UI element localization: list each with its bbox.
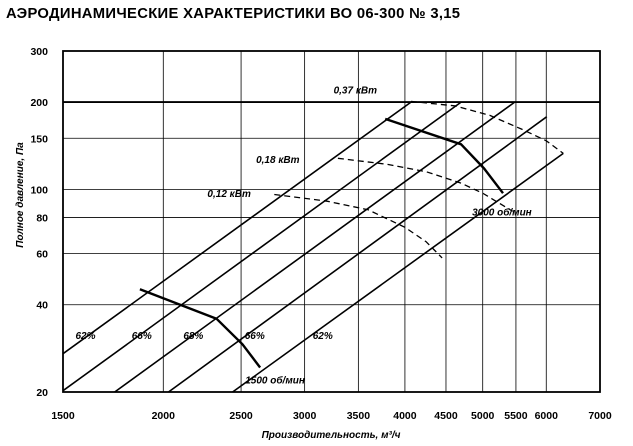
efficiency-label: 66%: [132, 331, 152, 342]
power-label: 0,18 кВт: [256, 155, 300, 166]
x-tick-label: 4500: [434, 410, 458, 422]
y-tick-label: 80: [36, 212, 48, 224]
y-axis-label: Полное давление, Па: [15, 142, 26, 248]
y-tick-label: 200: [30, 97, 48, 109]
efficiency-label: 66%: [245, 331, 265, 342]
y-tick-label: 300: [30, 46, 48, 58]
efficiency-label: 62%: [75, 331, 95, 342]
power-label: 0,37 кВт: [334, 85, 378, 96]
rpm-label: 1500 об/мин: [245, 374, 305, 386]
x-tick-label: 3500: [347, 410, 371, 422]
tick-labels-layer: 1500 2000 2500 3000 3500 4000 4500 5000 5500 6000…: [30, 46, 611, 422]
y-tick-label: 150: [30, 133, 48, 145]
x-tick-label: 3000: [293, 410, 317, 422]
rpm-curves-layer: [139, 117, 504, 369]
x-tick-label: 7000: [588, 410, 612, 422]
x-tick-label: 6000: [535, 410, 559, 422]
system-line: [168, 116, 548, 393]
x-axis-label: Производительность, м³/ч: [262, 430, 401, 441]
system-line: [62, 101, 462, 392]
rpm-label: 3000 об/мин: [472, 206, 532, 218]
rpm-curve: [384, 117, 504, 194]
y-tick-label: 60: [36, 249, 48, 261]
system-line: [62, 101, 412, 355]
rpm-curve: [139, 288, 262, 369]
annotation-layer: 62% 66% 68% 66% 62% 0,37 кВт 0,18 кВт 0,12 кВт 3…: [75, 85, 531, 386]
y-tick-label: 20: [36, 387, 48, 399]
grid-layer: [63, 51, 600, 392]
chart-title: АЭРОДИНАМИЧЕСКИЕ ХАРАКТЕРИСТИКИ ВО 06-30…: [6, 6, 461, 22]
x-tick-label: 5000: [471, 410, 495, 422]
x-tick-label: 2000: [152, 410, 176, 422]
power-curve: [274, 193, 443, 259]
y-tick-label: 40: [36, 300, 48, 312]
system-line: [114, 101, 516, 393]
power-label: 0,12 кВт: [207, 189, 251, 200]
efficiency-label: 62%: [313, 331, 333, 342]
plot-frame: [62, 50, 601, 393]
power-curves-layer: [274, 100, 564, 259]
y-tick-label: 100: [30, 184, 48, 196]
system-line: [232, 152, 564, 393]
x-tick-label: 4000: [393, 410, 417, 422]
x-tick-label: 1500: [51, 410, 75, 422]
efficiency-label: 68%: [183, 331, 203, 342]
system-lines-layer: [62, 101, 564, 393]
x-tick-label: 2500: [229, 410, 253, 422]
power-curve: [410, 100, 564, 154]
x-tick-label: 5500: [504, 410, 528, 422]
power-curve: [337, 157, 514, 212]
